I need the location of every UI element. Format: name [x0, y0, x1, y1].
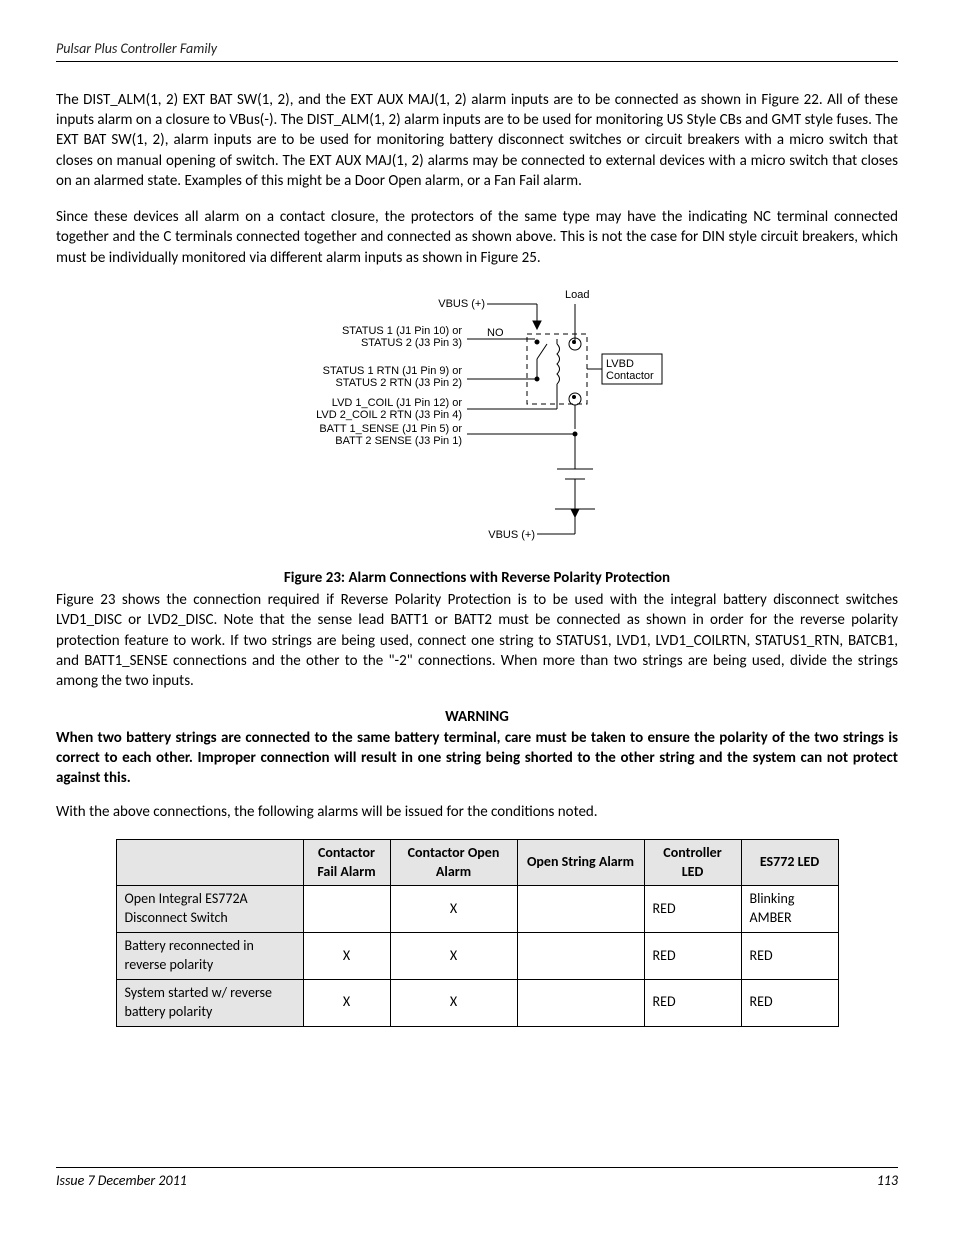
col-contactor-open: Contactor Open Alarm — [390, 839, 517, 886]
cell — [517, 886, 644, 933]
paragraph-3: Figure 23 shows the connection required … — [56, 590, 898, 691]
cell — [517, 979, 644, 1026]
table-row: System started w/ reverse battery polari… — [116, 979, 838, 1026]
cell: RED — [741, 933, 838, 980]
figure-23-caption: Figure 23: Alarm Connections with Revers… — [56, 568, 898, 588]
label-no: NO — [487, 327, 504, 339]
row-label: System started w/ reverse battery polari… — [116, 979, 303, 1026]
footer-left: Issue 7 December 2011 — [56, 1172, 187, 1191]
page-footer: Issue 7 December 2011 113 — [56, 1167, 898, 1191]
paragraph-2: Since these devices all alarm on a conta… — [56, 207, 898, 268]
col-es772-led: ES772 LED — [741, 839, 838, 886]
label-status-rtn: STATUS 1 RTN (J1 Pin 9) orSTATUS 2 RTN (… — [323, 365, 463, 389]
cell — [517, 933, 644, 980]
cell: RED — [644, 933, 741, 980]
label-batt-sense: BATT 1_SENSE (J1 Pin 5) orBATT 2 SENSE (… — [319, 423, 462, 447]
cell: X — [303, 979, 390, 1026]
row-label: Battery reconnected in reverse polarity — [116, 933, 303, 980]
cell: RED — [644, 979, 741, 1026]
label-lvbd: LVBDContactor — [606, 358, 654, 382]
col-contactor-fail: Contactor Fail Alarm — [303, 839, 390, 886]
cell: Blinking AMBER — [741, 886, 838, 933]
table-row: Battery reconnected in reverse polarityX… — [116, 933, 838, 980]
label-lvd-coil: LVD 1_COIL (J1 Pin 12) orLVD 2_COIL 2 RT… — [316, 397, 462, 421]
figure-23-diagram: VBUS (+) Load STATUS 1 (J1 Pin 10) orSTA… — [257, 284, 697, 564]
footer-right: 113 — [877, 1172, 898, 1191]
label-vbus-top: VBUS (+) — [438, 298, 485, 310]
cell: RED — [644, 886, 741, 933]
table-row: Open Integral ES772A Disconnect Switch X R… — [116, 886, 838, 933]
col-blank — [116, 839, 303, 886]
alarm-table-body: Open Integral ES772A Disconnect SwitchXR… — [116, 886, 838, 1026]
cell: RED — [741, 979, 838, 1026]
cell: X — [390, 979, 517, 1026]
page-header: Pulsar Plus Controller Family — [56, 40, 898, 62]
warning-body: When two battery strings are connected t… — [56, 728, 898, 789]
cell: X — [390, 933, 517, 980]
cell: X — [303, 933, 390, 980]
alarm-table: Contactor Fail Alarm Contactor Open Alar… — [116, 839, 839, 1027]
warning-title: WARNING — [56, 707, 898, 727]
table-header-row: Contactor Fail Alarm Contactor Open Alar… — [116, 839, 838, 886]
label-vbus-bot: VBUS (+) — [488, 529, 535, 541]
label-load: Load — [565, 289, 589, 301]
paragraph-4: With the above connections, the followin… — [56, 802, 898, 822]
cell: X — [390, 886, 517, 933]
label-status: STATUS 1 (J1 Pin 10) orSTATUS 2 (J3 Pin … — [342, 325, 462, 349]
paragraph-1: The DIST_ALM(1, 2) EXT BAT SW(1, 2), and… — [56, 90, 898, 191]
cell — [303, 886, 390, 933]
header-title: Pulsar Plus Controller Family — [56, 40, 217, 57]
row-label: Open Integral ES772A Disconnect Switch — [116, 886, 303, 933]
col-controller-led: Controller LED — [644, 839, 741, 886]
col-open-string: Open String Alarm — [517, 839, 644, 886]
